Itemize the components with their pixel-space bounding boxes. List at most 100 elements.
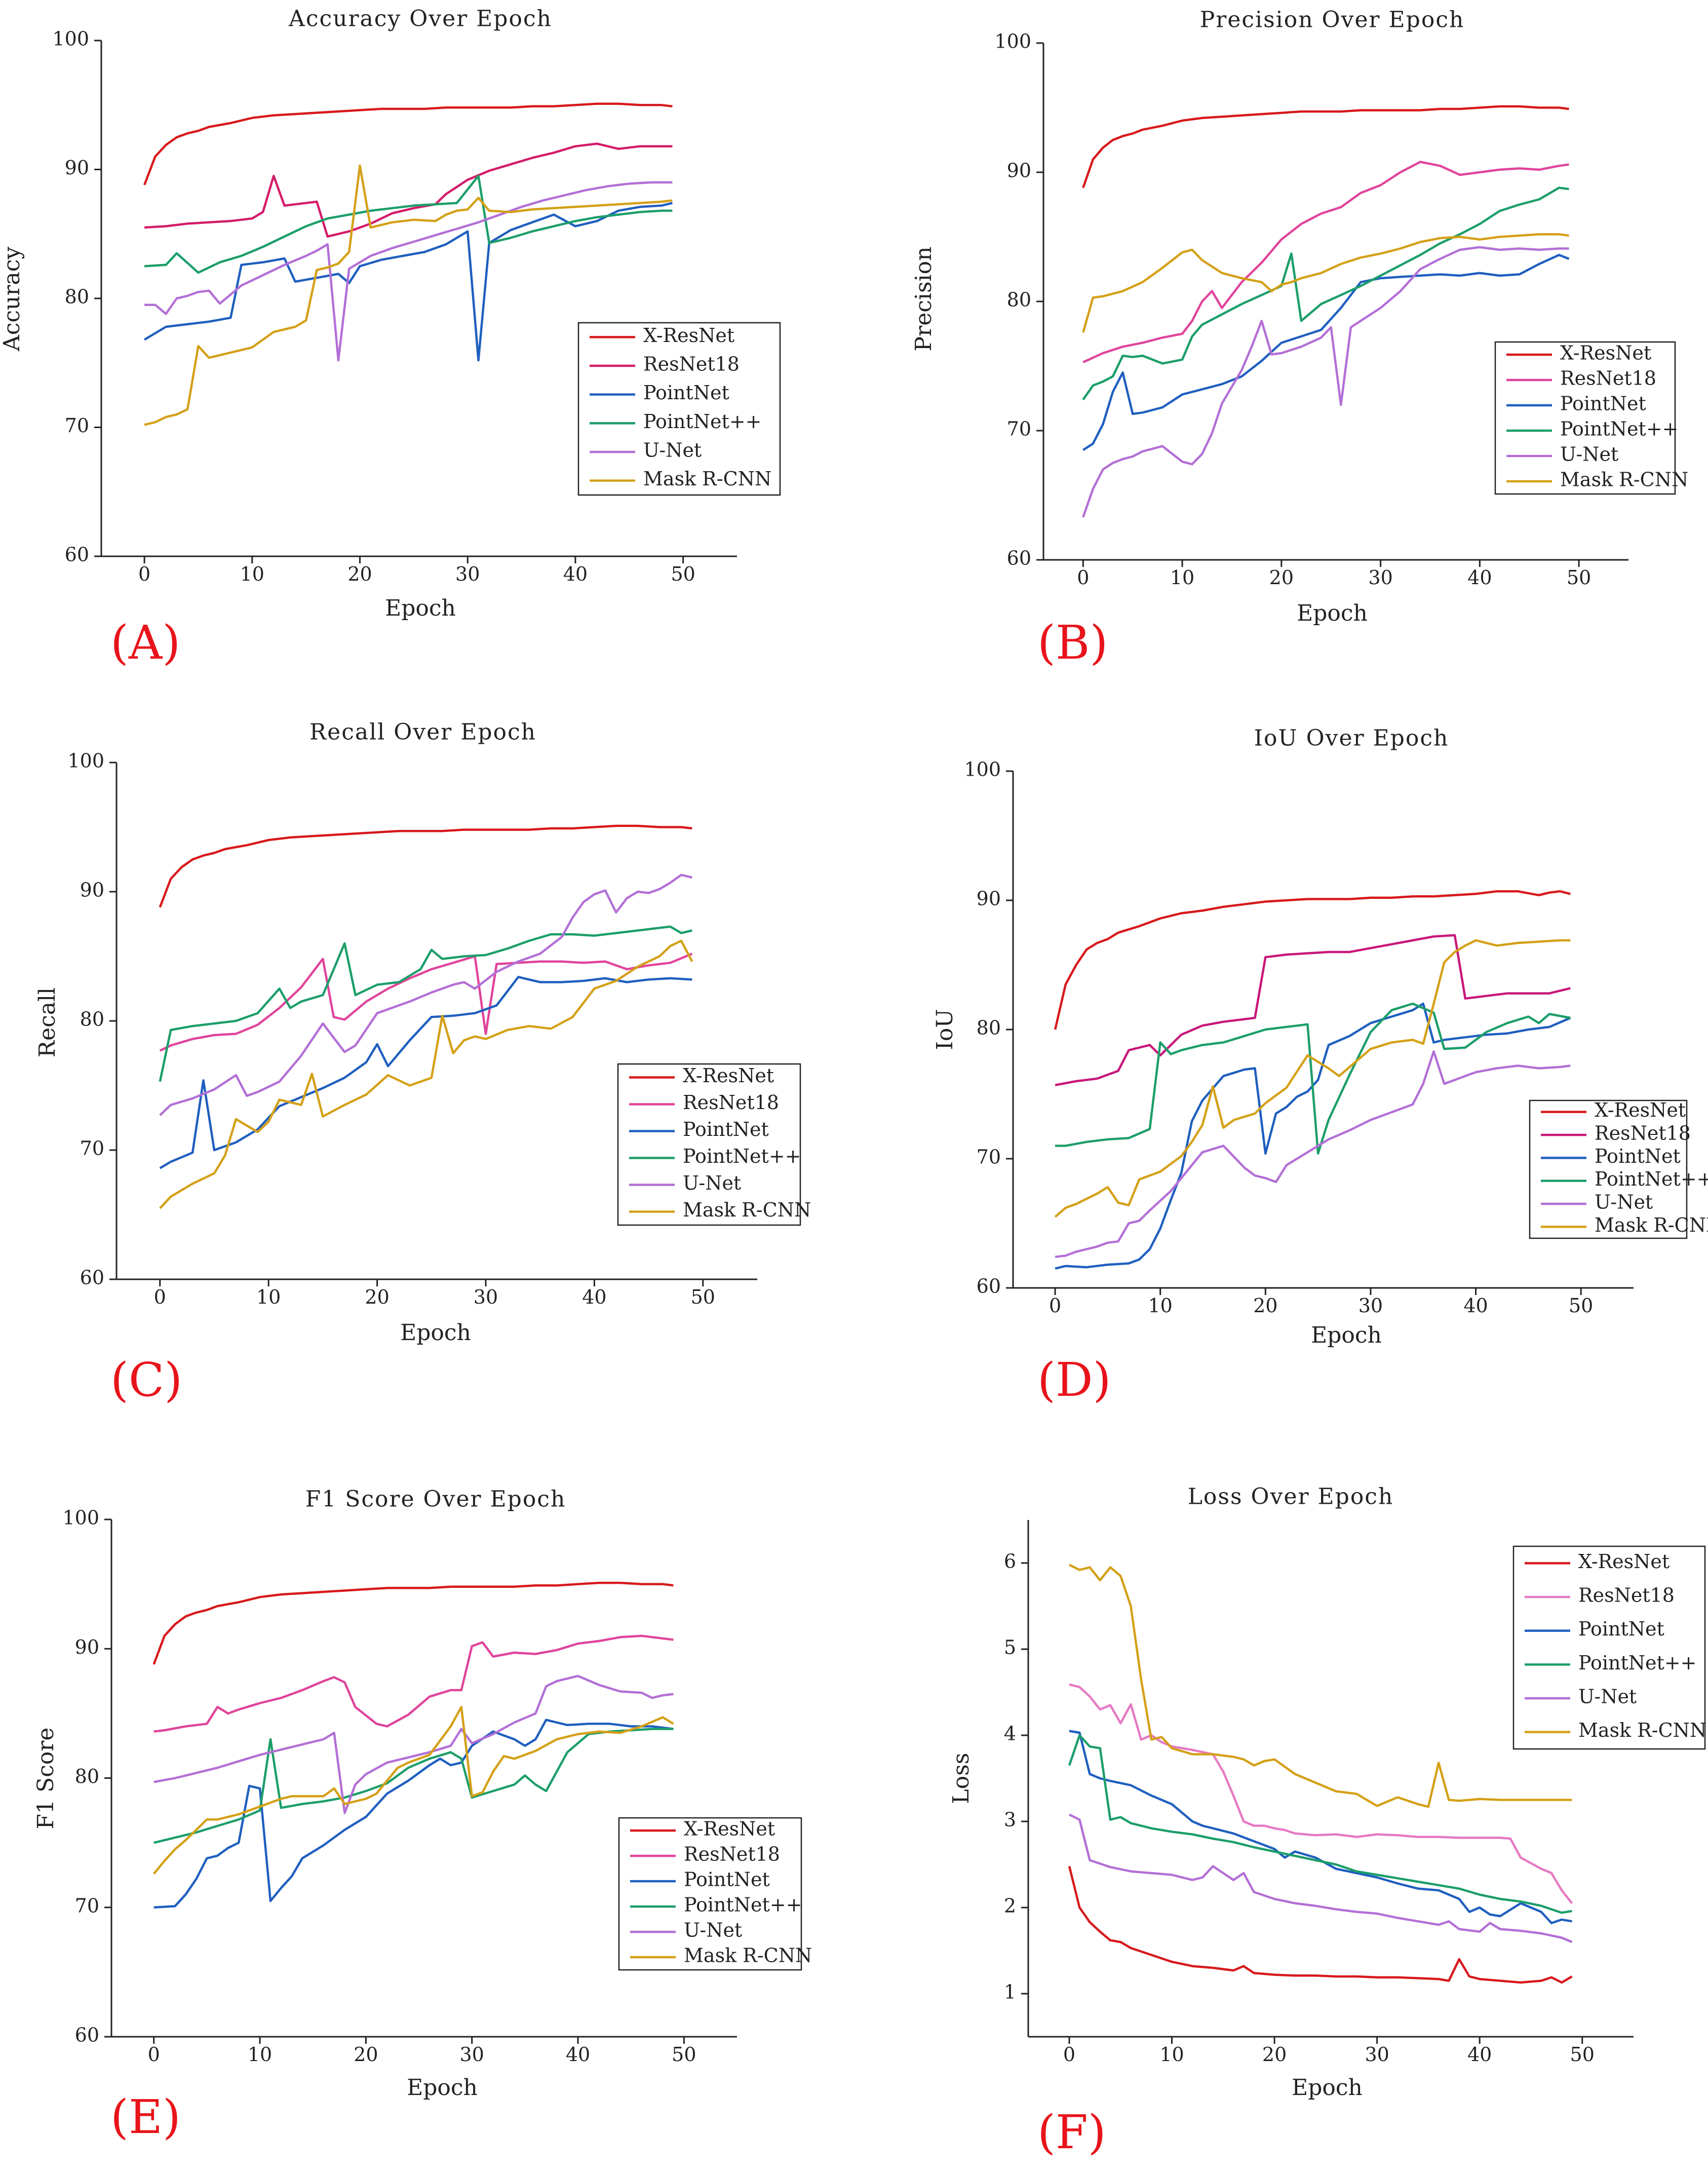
chart-panel-b: Precision Over Epoch 60 70 80 90 100 0 10 20 30 40…: [911, 7, 1688, 670]
series-line-mask-r-cnn: [159, 939, 693, 1209]
legend-label: Mask R-CNN: [1578, 1719, 1706, 1741]
legend-label: PointNet: [684, 1869, 770, 1891]
series-line-pointnet-: [1082, 186, 1569, 401]
x-axis-label: Epoch: [1297, 600, 1368, 626]
y-tick-label: 90: [977, 888, 1001, 910]
y-tick-label: 70: [977, 1146, 1001, 1168]
series-line-x-resnet: [159, 824, 692, 908]
x-tick-label: 0: [154, 1286, 166, 1308]
y-tick-label: 1: [1004, 1981, 1016, 2003]
y-tick-label: 100: [67, 750, 104, 772]
legend-box: [1494, 341, 1676, 495]
x-tick-label: 40: [566, 2043, 590, 2066]
chart-panel-c: Recall Over Epoch 60 70 80 90 100 0 10 20 30 40 50 E…: [34, 719, 811, 1407]
x-tick-label: 10: [248, 2043, 272, 2066]
legend-label: PointNet++: [1560, 418, 1679, 440]
series-line-resnet18: [159, 953, 693, 1052]
series-line-u-net: [1082, 246, 1569, 518]
chart-title: Recall Over Epoch: [309, 719, 536, 745]
series-line-u-net: [144, 181, 673, 362]
series-line-pointnet: [1055, 1002, 1571, 1270]
series-line-resnet18: [1082, 161, 1569, 363]
y-tick-label: 60: [75, 2024, 99, 2046]
y-tick-label: 100: [994, 30, 1031, 53]
legend-label: X-ResNet: [1595, 1099, 1686, 1121]
legend-label: U-Net: [1595, 1191, 1653, 1213]
y-tick-label: 4: [1004, 1723, 1016, 1745]
x-tick-label: 30: [460, 2043, 484, 2066]
series-line-pointnet: [1069, 1730, 1572, 1924]
y-tick-label: 80: [75, 1765, 99, 1787]
chart-panel-a: Accuracy Over Epoch 60 70 80 90 100 0 10 20 30 40 5…: [0, 6, 781, 670]
x-tick-label: 0: [1077, 566, 1089, 589]
y-tick-label: 2: [1004, 1895, 1016, 1917]
y-tick-label: 6: [1004, 1550, 1016, 1573]
legend-label: X-ResNet: [683, 1064, 774, 1087]
legend-label: PointNet: [1560, 393, 1646, 415]
x-tick-label: 10: [1159, 2043, 1184, 2066]
x-tick-label: 0: [148, 2043, 160, 2066]
legend-label: X-ResNet: [1578, 1550, 1670, 1573]
legend-box: [1512, 1545, 1706, 1750]
x-tick-label: 40: [1463, 1295, 1488, 1317]
y-tick-label: 100: [62, 1507, 99, 1529]
chart-panel-f: Loss Over Epoch 1 2 3 4 5 6 0 10 20 30 40 50 Epoch Los…: [948, 1484, 1706, 2160]
x-tick-label: 0: [1049, 1295, 1061, 1317]
y-axis-label: F1 Score: [33, 1728, 59, 1830]
series-line-mask-r-cnn: [1054, 939, 1571, 1218]
y-tick-label: 60: [977, 1275, 1001, 1298]
legend-label: PointNet++: [684, 1894, 802, 1916]
x-tick-label: 50: [691, 1286, 715, 1308]
y-tick-label: 60: [65, 544, 89, 566]
x-tick-label: 50: [1570, 2043, 1595, 2066]
series-line-pointnet: [159, 976, 692, 1169]
y-tick-label: 90: [80, 879, 104, 901]
series-line-pointnet-: [153, 1728, 674, 1844]
legend-label: PointNet++: [683, 1145, 801, 1167]
x-tick-label: 0: [138, 563, 150, 585]
legend-box: [618, 1817, 802, 1971]
y-tick-label: 60: [1007, 547, 1031, 569]
series-line-pointnet-: [1055, 1002, 1571, 1155]
x-tick-label: 50: [671, 563, 695, 585]
panel-label: (E): [110, 2090, 181, 2144]
panel-label: (B): [1037, 616, 1108, 670]
series-line-u-net: [153, 1674, 674, 1814]
x-tick-label: 20: [354, 2043, 378, 2066]
chart-panel-d: IoU Over Epoch 60 70 80 90 100 0 10 20 30 40 50 Epoc…: [932, 726, 1708, 1407]
x-tick-label: 10: [1170, 566, 1194, 589]
x-tick-label: 30: [1358, 1295, 1383, 1317]
legend-box: [1529, 1099, 1688, 1239]
x-tick-label: 50: [1569, 1295, 1593, 1317]
legend-label: PointNet++: [643, 410, 762, 433]
panel-label: (A): [110, 616, 180, 670]
y-tick-label: 100: [52, 28, 89, 50]
y-tick-label: 70: [80, 1137, 104, 1160]
legend-label: Mask R-CNN: [684, 1945, 812, 1967]
legend-label: U-Net: [683, 1172, 741, 1194]
legend-label: U-Net: [643, 439, 702, 462]
x-tick-label: 30: [474, 1286, 498, 1308]
legend-label: PointNet++: [1578, 1652, 1697, 1674]
legend-label: ResNet18: [643, 353, 740, 375]
legend-label: ResNet18: [1560, 367, 1656, 390]
x-tick-label: 20: [1269, 566, 1294, 589]
y-tick-label: 70: [65, 414, 89, 437]
chart-title: Loss Over Epoch: [1188, 1484, 1394, 1510]
series-line-u-net: [1055, 1050, 1571, 1259]
y-tick-label: 90: [65, 157, 89, 179]
chart-title: IoU Over Epoch: [1254, 726, 1449, 751]
legend-label: ResNet18: [683, 1091, 779, 1114]
y-tick-label: 80: [80, 1008, 104, 1031]
y-tick-label: 70: [1007, 418, 1031, 440]
series-line-u-net: [159, 873, 692, 1116]
series-line-x-resnet: [1082, 105, 1569, 188]
x-tick-label: 40: [563, 563, 588, 585]
series-line-mask-r-cnn: [144, 164, 673, 426]
series-line-x-resnet: [1068, 1866, 1573, 1984]
series-line-mask-r-cnn: [152, 1705, 674, 1875]
series-line-pointnet: [1082, 253, 1570, 451]
x-axis-label: Epoch: [407, 2075, 478, 2101]
x-tick-label: 40: [1467, 566, 1492, 589]
